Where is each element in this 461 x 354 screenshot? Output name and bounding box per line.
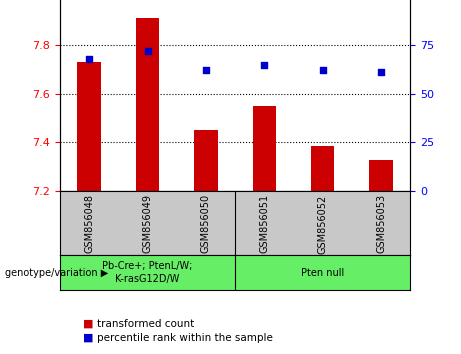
Point (144, 48, 151, 54)
Text: GSM856051: GSM856051 (259, 194, 269, 253)
Point (319, 68, 326, 73)
Point (202, 68, 210, 73)
Text: GSM856050: GSM856050 (201, 194, 211, 253)
Point (260, 62, 268, 68)
Point (378, 70, 385, 75)
Bar (77, 62, 101, 191)
Point (85, 56, 93, 62)
Bar (369, 160, 393, 191)
Text: genotype/variation ▶: genotype/variation ▶ (5, 268, 108, 278)
Text: ■: ■ (83, 319, 94, 329)
Bar (136, 18, 159, 191)
Text: transformed count: transformed count (97, 319, 194, 329)
Text: GSM856049: GSM856049 (142, 194, 153, 253)
Text: Pb-Cre+; PtenL/W;
K-rasG12D/W: Pb-Cre+; PtenL/W; K-rasG12D/W (102, 261, 193, 284)
Bar (311, 146, 334, 191)
Text: Pten null: Pten null (301, 268, 344, 278)
Text: percentile rank within the sample: percentile rank within the sample (97, 333, 273, 343)
Bar (253, 106, 276, 191)
Text: GSM856048: GSM856048 (84, 194, 94, 253)
Bar (194, 130, 218, 191)
Text: GSM856052: GSM856052 (318, 194, 328, 253)
Text: GSM856053: GSM856053 (376, 194, 386, 253)
Text: ■: ■ (83, 333, 94, 343)
